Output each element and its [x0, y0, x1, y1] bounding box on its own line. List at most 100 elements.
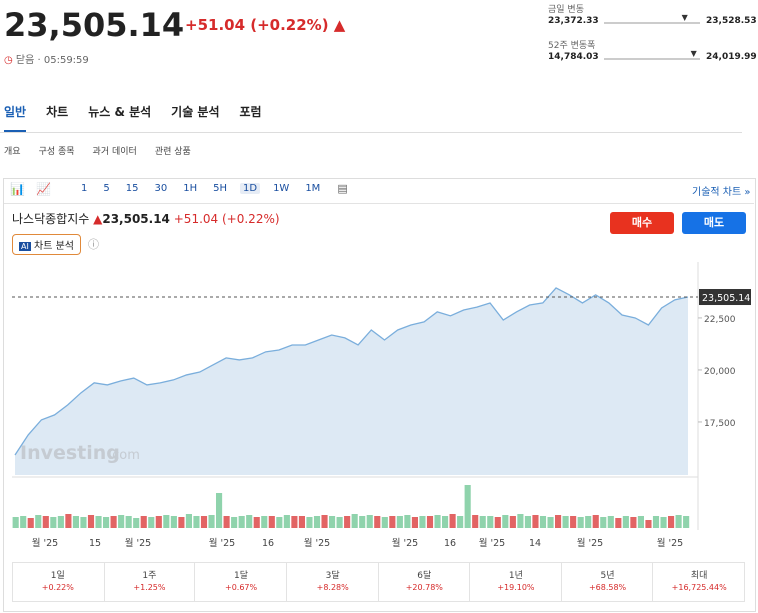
interval[interactable]: 5 [103, 183, 110, 194]
watermark-suffix: .com [108, 448, 140, 463]
volume-bar [577, 517, 584, 528]
volume-bar [389, 516, 396, 528]
volume-bar [449, 514, 456, 528]
chart-type-icons: 📊 📈 [10, 182, 52, 196]
tab[interactable]: 차트 [46, 105, 69, 119]
volume-bar [366, 515, 373, 528]
volume-bar [20, 516, 27, 528]
volume-bar [216, 493, 223, 528]
perf-period: 6달 [417, 571, 432, 581]
volume-bar [140, 516, 147, 528]
perf-change: +16,725.44% [671, 583, 727, 592]
interval[interactable]: 30 [154, 183, 168, 194]
volume-bar [238, 516, 245, 528]
x-tick-label: 월 '25 [209, 537, 235, 549]
subtab[interactable]: 구성 종목 [38, 147, 75, 157]
interval[interactable]: 15 [125, 183, 139, 194]
volume-bar [660, 517, 667, 528]
perf-cell [103, 562, 196, 602]
interval[interactable]: 1 [81, 183, 88, 194]
info-icon: ⓘ [88, 238, 99, 251]
volume-bar [313, 516, 321, 528]
volume-bar [261, 516, 268, 528]
volume-bar [479, 516, 486, 528]
interval[interactable]: 5H [213, 183, 227, 194]
tech-chart-link[interactable]: 기술적 차트 » [692, 187, 751, 198]
subtab[interactable]: 과거 데이터 [92, 147, 137, 157]
x-tick-label: 월 '25 [479, 537, 505, 549]
volume-bar [539, 516, 547, 528]
x-tick-label: 월 '25 [392, 537, 418, 549]
perf-cell [561, 562, 654, 602]
tab[interactable]: 뉴스 & 분석 [88, 105, 152, 119]
volume-bar [562, 516, 569, 528]
volume-bar [585, 516, 592, 528]
chart-price: 23,505.14 [102, 212, 170, 226]
volume-bar [253, 517, 260, 528]
perf-change: +1.25% [133, 583, 166, 592]
perf-cell [653, 562, 745, 602]
x-tick-label: 월 '25 [304, 537, 330, 549]
volume-bar [592, 515, 599, 528]
interval[interactable]: 1H [183, 183, 198, 194]
sell-button[interactable]: 매도 [682, 212, 746, 234]
ai-button-text: 차트 분석 [34, 241, 75, 252]
volume-bar [404, 515, 411, 528]
range-high: 24,019.99 [706, 52, 757, 62]
volume-bar [637, 516, 644, 528]
ai-button[interactable]: AI 차트 분석 [12, 234, 82, 255]
tab-underline [4, 130, 26, 132]
volume-bar [110, 516, 117, 528]
volume-bar [600, 517, 607, 528]
volume-bar [411, 517, 418, 528]
perf-change: +68.58% [588, 583, 627, 592]
range-bar [604, 22, 700, 24]
volume-bar [344, 516, 351, 528]
volume-bar [35, 515, 42, 528]
perf-change: +8.28% [316, 583, 349, 592]
interval[interactable]: 1W [273, 183, 290, 194]
volume-bar [502, 515, 509, 528]
volume-bar [42, 516, 49, 528]
status: ◷ 닫음 · 05:59:59 [4, 55, 89, 66]
volume-bar [524, 516, 531, 528]
volume-bar [675, 515, 682, 528]
chart-title: 나스닥종합지수 ▲23,505.14 +51.04 (+0.22%) [12, 212, 280, 226]
range-marker: ▼ [681, 13, 688, 22]
volume-bar [351, 514, 358, 528]
perf-cell [378, 562, 471, 602]
chart-box [3, 178, 756, 612]
range-label: 52주 변동폭 [548, 41, 596, 51]
tab[interactable]: 일반 [4, 105, 27, 119]
volume-bar [208, 515, 215, 528]
volume-bar [193, 516, 200, 528]
volume-bar [95, 516, 102, 528]
tab[interactable]: 기술 분석 [171, 105, 220, 119]
interval[interactable]: 1M [305, 183, 321, 194]
volume-bar [615, 518, 622, 528]
volume-bar [163, 515, 170, 528]
volume-bar [148, 517, 155, 528]
perf-period: 5년 [600, 571, 615, 581]
interval[interactable]: 1D [240, 183, 261, 194]
volume-bar [464, 485, 471, 528]
x-tick-label: 월 '25 [577, 537, 603, 549]
volume-bar [517, 514, 524, 528]
subtab[interactable]: 개요 [4, 147, 21, 157]
volume-bar [570, 516, 577, 528]
volume-bar [532, 515, 539, 528]
volume-bar [118, 515, 125, 528]
range-low: 14,784.03 [548, 52, 599, 62]
volume-bar [185, 514, 192, 528]
volume-bar [12, 517, 19, 528]
volume-bar [396, 516, 403, 528]
x-tick-label: 16 [444, 538, 456, 549]
volume-bar [321, 515, 328, 528]
volume-bar [65, 514, 72, 528]
tab[interactable]: 포럼 [239, 105, 262, 119]
subtab[interactable]: 관련 상품 [154, 147, 191, 157]
volume-bar [683, 516, 690, 528]
volume-bar [103, 517, 110, 528]
buy-button[interactable]: 매수 [610, 212, 674, 234]
